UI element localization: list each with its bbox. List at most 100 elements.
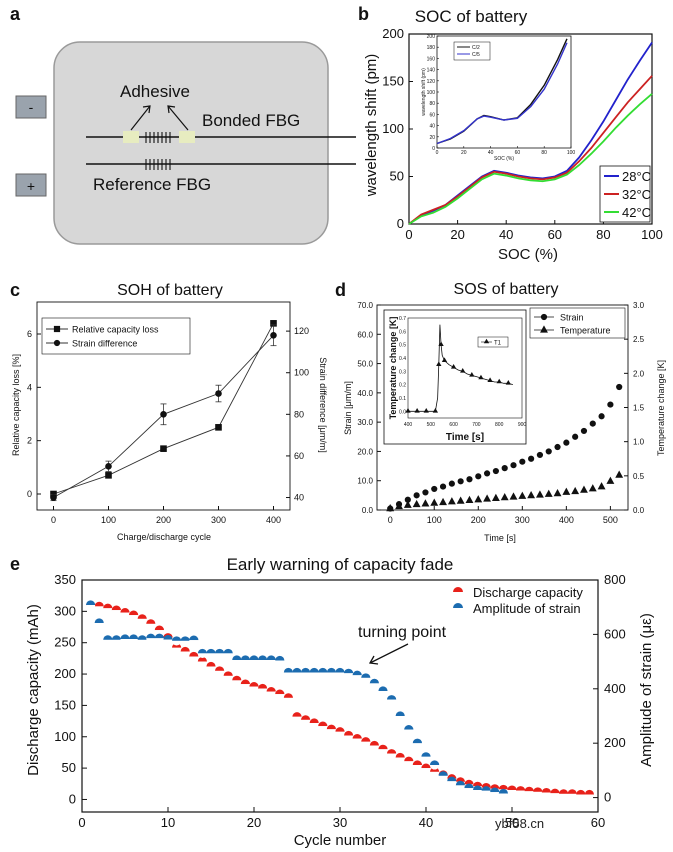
- chart-e-ytick-right-label: 600: [604, 626, 626, 641]
- chart-e-point-top: [275, 689, 285, 695]
- chart-d-point: [615, 470, 624, 478]
- chart-b-xtick-label: 60: [548, 227, 562, 242]
- chart-e-legend-marker-bottom: [453, 592, 463, 597]
- chart-e-legend-marker: [453, 603, 463, 613]
- chart-e-point-bottom: [516, 790, 526, 796]
- chart-d-inset-point: [423, 408, 429, 413]
- chart-d-title: SOS of battery: [454, 281, 559, 298]
- chart-b-xtick-label: 40: [499, 227, 513, 242]
- chart-e-point-top: [455, 777, 465, 782]
- chart-e-point: [180, 646, 190, 657]
- chart-e-point-bottom: [438, 775, 448, 781]
- chart-e-point-top: [129, 610, 139, 616]
- chart-e-point: [283, 693, 293, 703]
- chart-e-legend-label: Amplitude of strain: [473, 601, 581, 616]
- chart-e-point: [404, 724, 414, 735]
- chart-e-point: [326, 724, 336, 734]
- chart-e-point-bottom: [318, 726, 328, 731]
- chart-d-ylabel-right: Temperature change [K]: [656, 360, 666, 456]
- chart-e-point-bottom: [223, 653, 233, 659]
- chart-d-point: [501, 465, 508, 472]
- chart-e-point-top: [335, 727, 345, 732]
- chart-d-point: [607, 401, 614, 408]
- chart-b-xtick-label: 100: [641, 227, 663, 242]
- chart-e-point-bottom: [335, 672, 345, 678]
- chart-c-ylabel-right: Strain difference [μm/m]: [318, 357, 328, 453]
- chart-e-point-top: [378, 686, 388, 691]
- chart-e-point-top: [404, 756, 414, 762]
- chart-e-point: [498, 788, 508, 799]
- chart-e-point: [301, 715, 311, 725]
- chart-b-title: SOC of battery: [415, 7, 528, 26]
- chart-e-point-bottom: [309, 672, 319, 678]
- chart-e-point-bottom: [172, 640, 182, 646]
- chart-e-point-top: [197, 648, 207, 654]
- chart-e-point: [309, 718, 319, 728]
- chart-e-point-top: [498, 788, 508, 794]
- chart-e-point-bottom: [129, 615, 139, 620]
- chart-e-point-top: [146, 633, 156, 639]
- chart-e-point: [189, 651, 199, 662]
- chart-e-point-bottom: [541, 792, 551, 798]
- chart-e-point-bottom: [240, 684, 250, 689]
- chart-e-point-bottom: [559, 793, 569, 799]
- chart-e-ytick-label: 100: [54, 729, 76, 744]
- chart-e-xtick-label: 50: [505, 815, 519, 830]
- chart-b-inset-ytick-label: 120: [427, 79, 436, 85]
- chart-b-series-line: [408, 93, 653, 225]
- chart-d-point: [475, 473, 482, 480]
- chart-e-point: [86, 600, 96, 610]
- chart-e-point-bottom: [266, 659, 276, 665]
- chart-e-point: [120, 634, 130, 644]
- chart-e-point-bottom: [352, 675, 362, 680]
- chart-d-point: [535, 490, 544, 498]
- chart-e-point: [455, 780, 465, 790]
- chart-d-ytick-label: 50.0: [357, 360, 373, 369]
- chart-e-point: [369, 740, 379, 751]
- chart-d-inset-frame: [407, 317, 523, 419]
- chart-d-inset-xlabel: Time [s]: [446, 432, 484, 443]
- chart-d-inset-ytick-label: 0.1: [399, 396, 406, 402]
- chart-c-point: [215, 424, 222, 431]
- chart-d-legend-marker: [540, 313, 548, 321]
- chart-c-point: [215, 390, 222, 397]
- chart-c-xtick-label: 100: [101, 515, 116, 525]
- chart-e-point-top: [507, 785, 517, 791]
- chart-d-point: [474, 495, 483, 503]
- adhesive-label: Adhesive: [120, 82, 190, 101]
- chart-d-point: [528, 455, 535, 462]
- chart-c-legend-marker: [53, 325, 61, 333]
- chart-d-legend-label: Strain: [560, 313, 584, 323]
- chart-e-point: [541, 787, 551, 798]
- chart-e-point: [240, 655, 250, 665]
- chart-e-point-bottom: [344, 735, 354, 741]
- chart-e-point-top: [146, 619, 156, 624]
- chart-e-point-top: [421, 763, 431, 769]
- chart-e-point-bottom: [292, 716, 302, 722]
- chart-b-ytick-label: 100: [382, 121, 404, 136]
- chart-c-title: SOH of battery: [117, 282, 223, 299]
- chart-e-point-bottom: [473, 789, 483, 795]
- chart-b-inset-ytick-label: 200: [427, 34, 436, 40]
- chart-e-point-bottom: [275, 660, 285, 666]
- chart-e-point-bottom: [180, 640, 190, 646]
- chart-e-point-top: [103, 635, 113, 640]
- chart-e-point-top: [163, 634, 173, 640]
- chart-d-inset-xtick-label: 900: [518, 422, 527, 428]
- chart-d-inset-ytick-label: 0.3: [399, 369, 406, 375]
- chart-d-inset-ytick-label: 0.4: [399, 356, 406, 362]
- chart-e-point-top: [120, 608, 130, 613]
- chart-c-point: [160, 445, 167, 452]
- chart-e-point-bottom: [395, 715, 405, 721]
- chart-e-point-top: [369, 740, 379, 746]
- chart-e-point: [206, 648, 216, 659]
- chart-e-point-bottom: [533, 791, 543, 797]
- chart-e-point: [283, 667, 293, 678]
- chart-e-point: [516, 786, 526, 796]
- chart-d-inset-xtick-label: 700: [472, 422, 481, 428]
- chart-d-point: [545, 448, 552, 455]
- chart-e-point: [576, 789, 586, 800]
- chart-c-ytick-label: 4: [27, 382, 32, 392]
- chart-e-point: [275, 689, 285, 699]
- chart-e-point: [301, 667, 311, 678]
